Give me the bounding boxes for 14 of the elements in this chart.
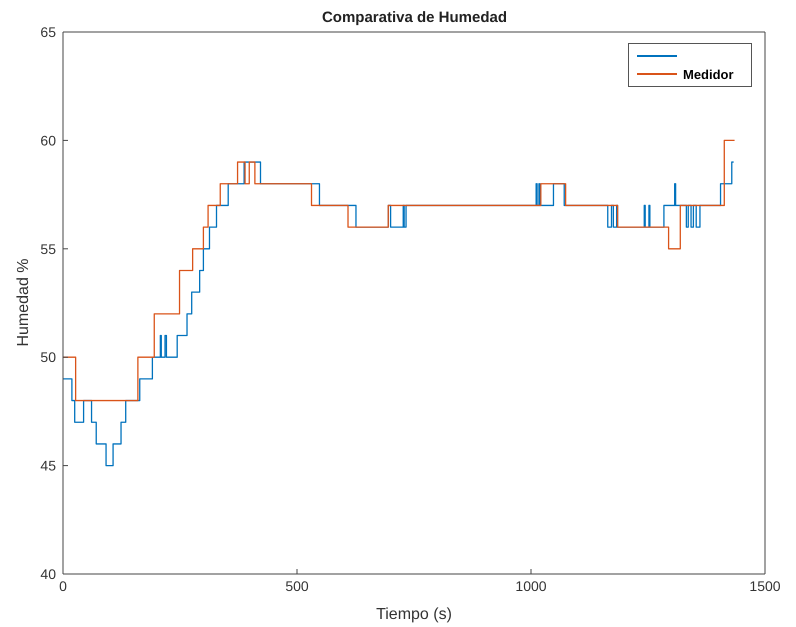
x-tick-label: 1500 bbox=[749, 578, 781, 594]
x-tick-label: 1000 bbox=[515, 578, 547, 594]
x-tick-label: 0 bbox=[59, 578, 68, 594]
legend-label: Medidor bbox=[683, 66, 735, 82]
y-tick-label: 40 bbox=[40, 566, 56, 582]
y-tick-label: 65 bbox=[40, 24, 56, 40]
y-tick-label: 45 bbox=[40, 458, 56, 474]
y-axis-title: Humedad % bbox=[15, 258, 32, 347]
chart-title: Comparativa de Humedad bbox=[322, 9, 508, 26]
x-tick-label: 500 bbox=[285, 578, 309, 594]
y-tick-label: 50 bbox=[40, 349, 56, 366]
x-axis-title: Tiempo (s) bbox=[376, 606, 452, 623]
y-tick-label: 60 bbox=[40, 132, 56, 148]
y-tick-label: 55 bbox=[40, 240, 56, 257]
